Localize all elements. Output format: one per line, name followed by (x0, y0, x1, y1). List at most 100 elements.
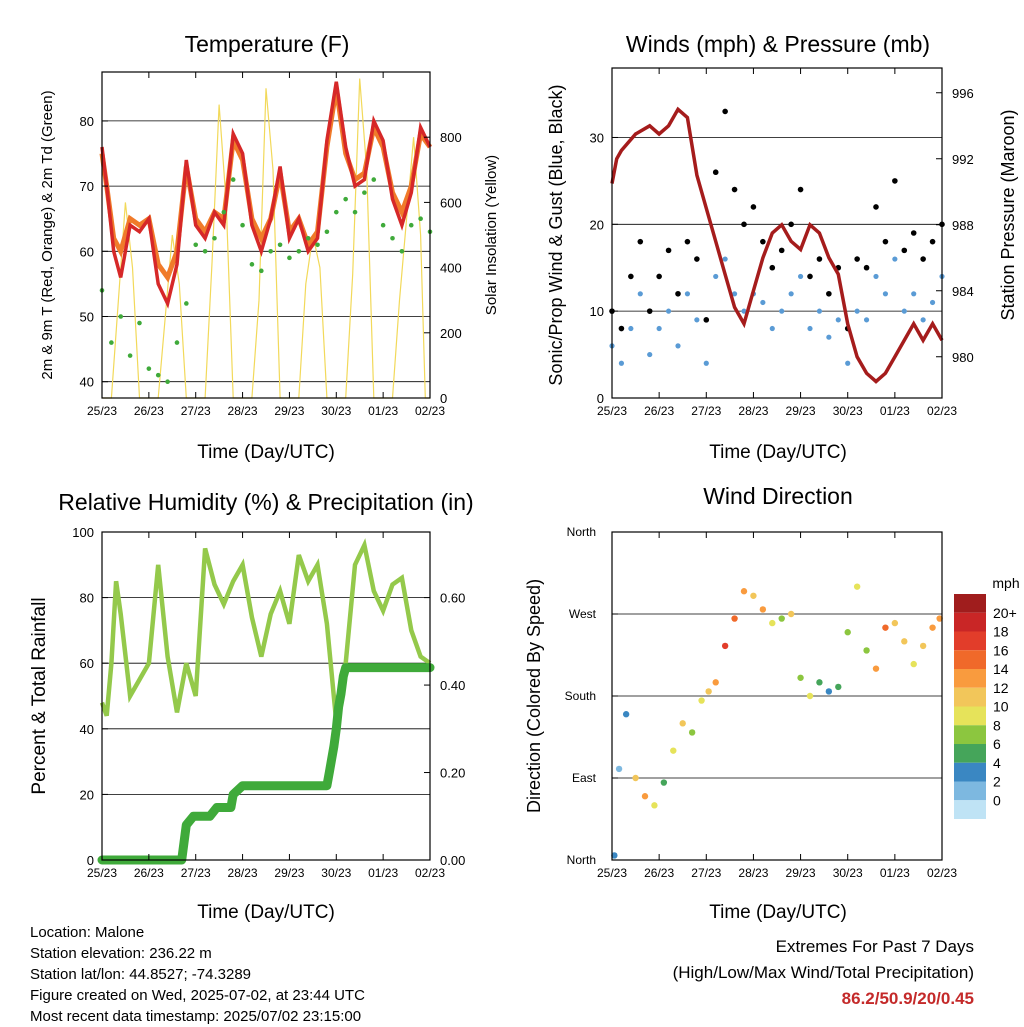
winds-title: Winds (mph) & Pressure (mb) (626, 31, 930, 57)
y-tick-label: 60 (80, 244, 94, 259)
y2-tick-label: 0.40 (440, 678, 465, 693)
direction-point (891, 619, 899, 627)
wind-point (731, 291, 738, 297)
extremes-box: Extremes For Past 7 Days (High/Low/Max W… (673, 934, 974, 1012)
colorbar-label: 18 (993, 624, 1009, 640)
dewpoint-point (324, 229, 330, 235)
dewpoint-point (277, 242, 283, 248)
x-tick-label: 27/23 (691, 404, 721, 418)
gust-point (618, 325, 625, 332)
gust-point (797, 186, 804, 193)
humidity-title: Relative Humidity (%) & Precipitation (i… (58, 489, 473, 515)
direction-grid (612, 531, 942, 861)
recent-timestamp: Most recent data timestamp: 2025/07/02 2… (30, 1008, 362, 1025)
direction-point (705, 688, 712, 695)
colorbar-label: 12 (993, 680, 1009, 696)
y-tick-label: 50 (80, 310, 94, 325)
wind-point (760, 299, 766, 306)
dewpoint-point (118, 314, 124, 319)
dewpoint-point (333, 209, 339, 215)
speed-colorbar: mph 20+ 18 16 14 12 10 8 6 4 2 0 (954, 575, 1020, 819)
y-tick-label: 30 (590, 130, 604, 145)
direction-point (901, 638, 908, 645)
wind-point (882, 291, 889, 297)
wind-point (920, 317, 926, 323)
dewpoint-point (240, 222, 245, 228)
direction-point (835, 683, 842, 691)
dewpoint-point (146, 366, 152, 371)
y2-tick-label: 400 (440, 261, 462, 276)
colorbar-label: 6 (993, 736, 1001, 752)
colorbar-swatch (954, 631, 986, 651)
gust-point (910, 230, 917, 236)
x-tick-label: 26/23 (134, 404, 164, 418)
x-tick-label: 25/23 (597, 866, 627, 880)
winds-ylabel: Sonic/Prop Wind & Gust (Blue, Black) (546, 84, 566, 385)
x-tick-label: 01/23 (368, 404, 398, 418)
y-tick-label: 20 (590, 217, 604, 232)
dewpoint-point (315, 242, 320, 248)
direction-ylabel: Direction (Colored By Speed) (524, 579, 544, 813)
y-tick-label: 40 (80, 375, 94, 390)
y-tick-label: North (567, 853, 596, 867)
temp2m-line (100, 81, 432, 309)
gust-point (778, 247, 785, 254)
wind-point (779, 308, 785, 314)
x-tick-label: 28/23 (228, 404, 258, 418)
y2-tick-label: 800 (440, 130, 462, 145)
direction-point (679, 720, 686, 727)
extremes-values: 86.2/50.9/20/0.45 (841, 989, 974, 1008)
colorbar-swatch (954, 706, 986, 726)
wind-point (873, 273, 879, 280)
y-tick-label: 20 (80, 787, 94, 802)
y2-tick-label: 996 (952, 86, 974, 101)
gust-point (901, 247, 908, 254)
gust-point (854, 256, 860, 262)
wind-point (797, 273, 804, 280)
colorbar-swatch (954, 725, 986, 744)
x-tick-label: 28/23 (738, 866, 768, 880)
dewpoint-point (305, 235, 311, 241)
winds-xlabel: Time (Day/UTC) (709, 442, 847, 463)
humidity-grid (102, 531, 430, 861)
x-tick-label: 27/23 (691, 866, 721, 880)
direction-point (611, 852, 618, 859)
direction-point (882, 624, 889, 631)
wind-point (703, 360, 709, 366)
direction-panel: Wind Direction 25/23 26/23 27/23 28/23 29/23… (524, 483, 1020, 923)
colorbar-swatch (954, 781, 986, 801)
dewpoint-point (184, 301, 189, 306)
wind-point (769, 325, 775, 332)
colorbar-swatch (954, 800, 986, 819)
wind-point (665, 308, 672, 314)
wind-point (647, 351, 653, 358)
gust-point (929, 238, 936, 245)
temperature-title: Temperature (F) (185, 31, 350, 57)
gust-point (750, 204, 757, 210)
y-tick-label: 100 (72, 525, 94, 540)
direction-point (750, 592, 757, 599)
winds-y2label: Station Pressure (Maroon) (998, 109, 1018, 320)
y2-tick-label: 992 (952, 152, 974, 167)
winds-axes: 25/23 26/23 27/23 28/23 29/23 30/23 01/23 02/23… (590, 67, 974, 418)
y-tick-label: 80 (80, 591, 94, 606)
y-tick-label: 0 (597, 391, 604, 406)
temp9m-line (99, 87, 433, 283)
gust-point (675, 290, 681, 297)
wind-point (788, 291, 794, 297)
direction-point (698, 697, 705, 704)
temperature-grid (102, 120, 430, 383)
colorbar-label: 16 (993, 642, 1009, 658)
dewpoint-point (343, 196, 348, 202)
gust-point (694, 256, 700, 262)
wind-point (684, 291, 691, 297)
extremes-title: Extremes For Past 7 Days (775, 937, 974, 956)
x-tick-label: 30/23 (321, 404, 351, 418)
direction-point (853, 583, 861, 590)
direction-point (910, 660, 917, 668)
colorbar-swatch (954, 762, 986, 782)
gust-point (712, 169, 719, 176)
plot-frame (101, 71, 431, 399)
direction-point (872, 665, 880, 672)
